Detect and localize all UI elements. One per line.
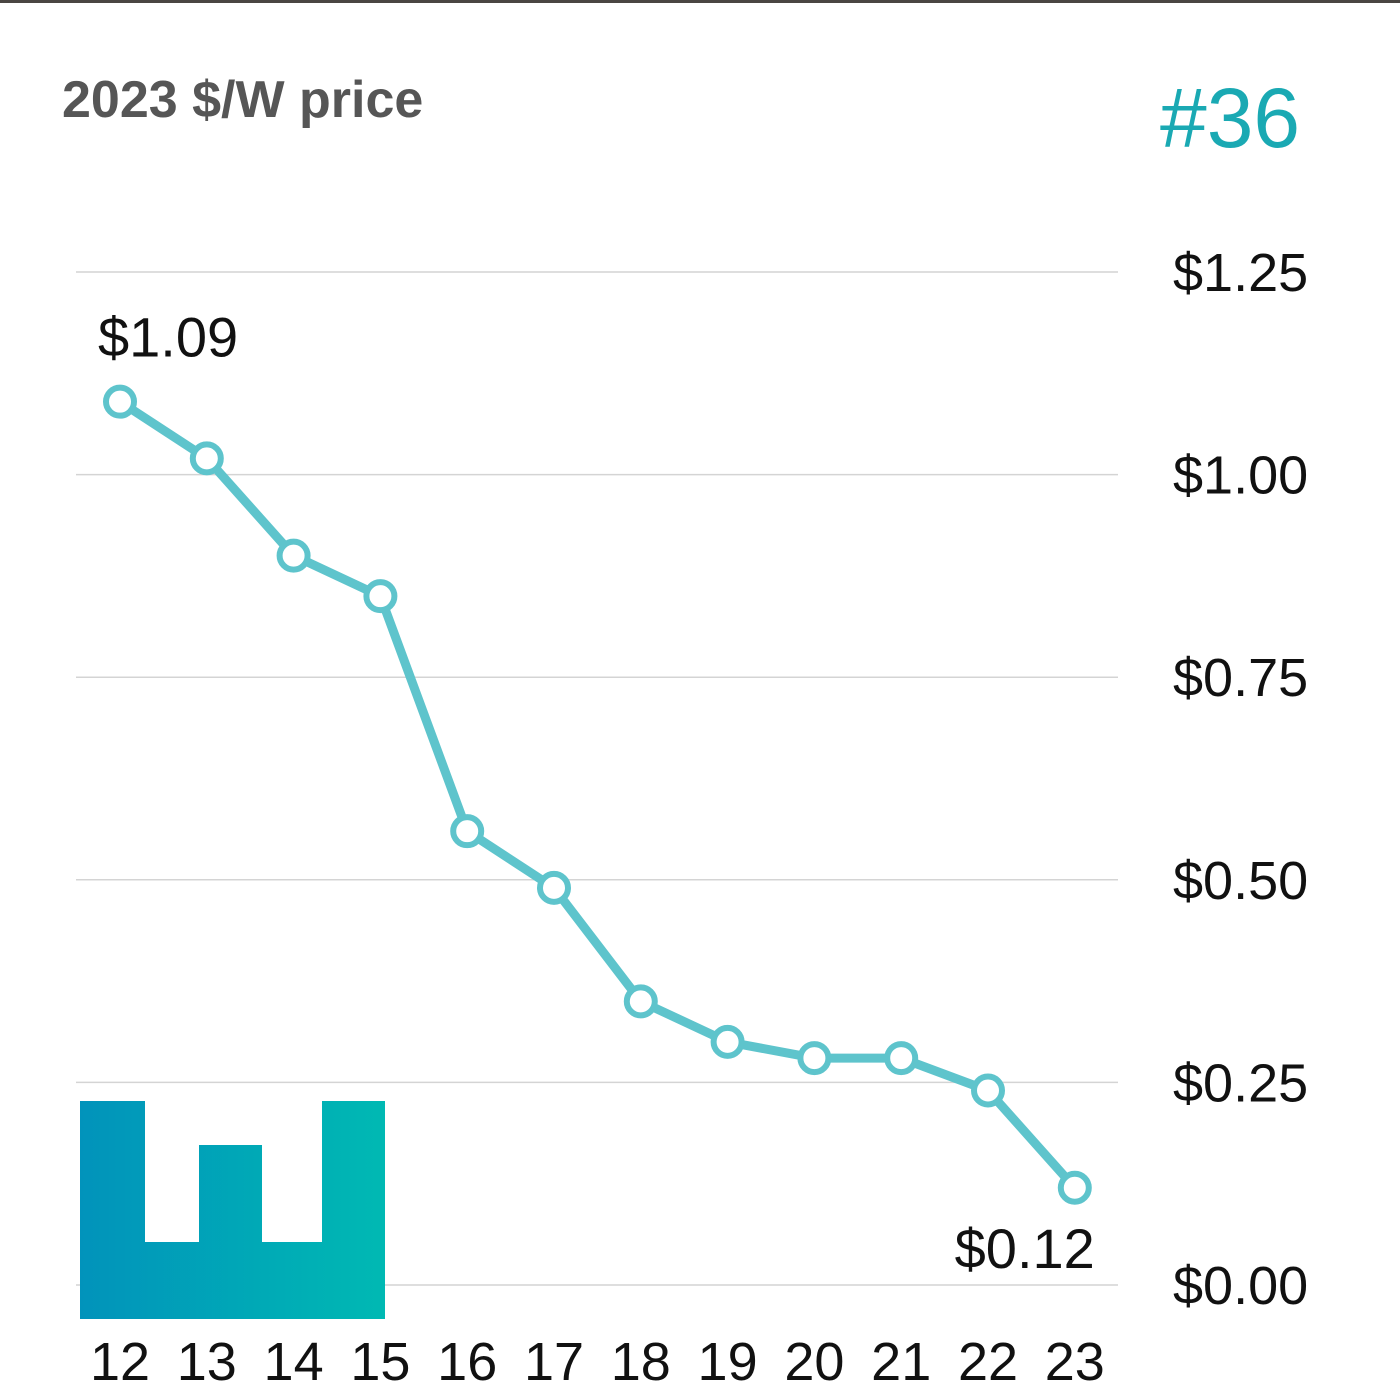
y-tick-label: $0.25 xyxy=(1173,1053,1308,1113)
data-point xyxy=(276,538,311,573)
x-tick-label: 19 xyxy=(698,1332,758,1392)
data-point xyxy=(537,870,571,905)
data-point xyxy=(884,1041,919,1076)
x-tick-label: 14 xyxy=(264,1332,324,1392)
w-logo-icon xyxy=(80,1101,385,1319)
data-point xyxy=(710,1024,745,1059)
x-tick-label: 12 xyxy=(90,1332,150,1392)
y-tick-label: $1.00 xyxy=(1173,446,1308,506)
y-tick-label: $0.50 xyxy=(1173,851,1308,911)
x-tick-label: 16 xyxy=(437,1332,497,1392)
series-line xyxy=(115,397,1080,1193)
data-point xyxy=(1057,1170,1092,1205)
x-tick-label: 20 xyxy=(784,1332,844,1392)
w-logo-icon xyxy=(80,1101,385,1319)
x-tick-label: 13 xyxy=(177,1332,237,1392)
data-point xyxy=(103,384,137,419)
data-point xyxy=(797,1041,832,1076)
x-tick-label: 22 xyxy=(958,1332,1018,1392)
top-border xyxy=(0,0,1400,3)
y-axis-tick-labels: $1.25 $1.00 $0.75 $0.50 $0.25 $0.00 xyxy=(1173,243,1308,1316)
data-label: $1.09 xyxy=(98,306,238,369)
data-point xyxy=(189,441,224,476)
y-tick-label: $0.00 xyxy=(1173,1256,1308,1316)
data-labels: $1.09 $0.12 xyxy=(98,306,1095,1280)
x-tick-label: 23 xyxy=(1045,1332,1105,1392)
data-point xyxy=(363,579,398,614)
data-point xyxy=(971,1073,1005,1108)
post-number: #36 xyxy=(1160,71,1301,165)
data-points xyxy=(103,384,1092,1205)
x-tick-label: 17 xyxy=(524,1332,584,1392)
gridlines xyxy=(76,271,1118,1286)
x-tick-label: 18 xyxy=(611,1332,671,1392)
data-point xyxy=(623,984,658,1019)
x-axis-tick-labels: 12 13 14 15 16 17 18 19 20 21 22 23 xyxy=(90,1332,1105,1392)
data-label: $0.12 xyxy=(955,1217,1095,1280)
x-tick-label: 21 xyxy=(871,1332,931,1392)
y-tick-label: $0.75 xyxy=(1173,648,1308,708)
x-tick-label: 15 xyxy=(350,1332,410,1392)
data-point xyxy=(450,814,485,849)
chart-title: 2023 $/W price xyxy=(62,71,424,129)
y-tick-label: $1.25 xyxy=(1173,243,1308,303)
